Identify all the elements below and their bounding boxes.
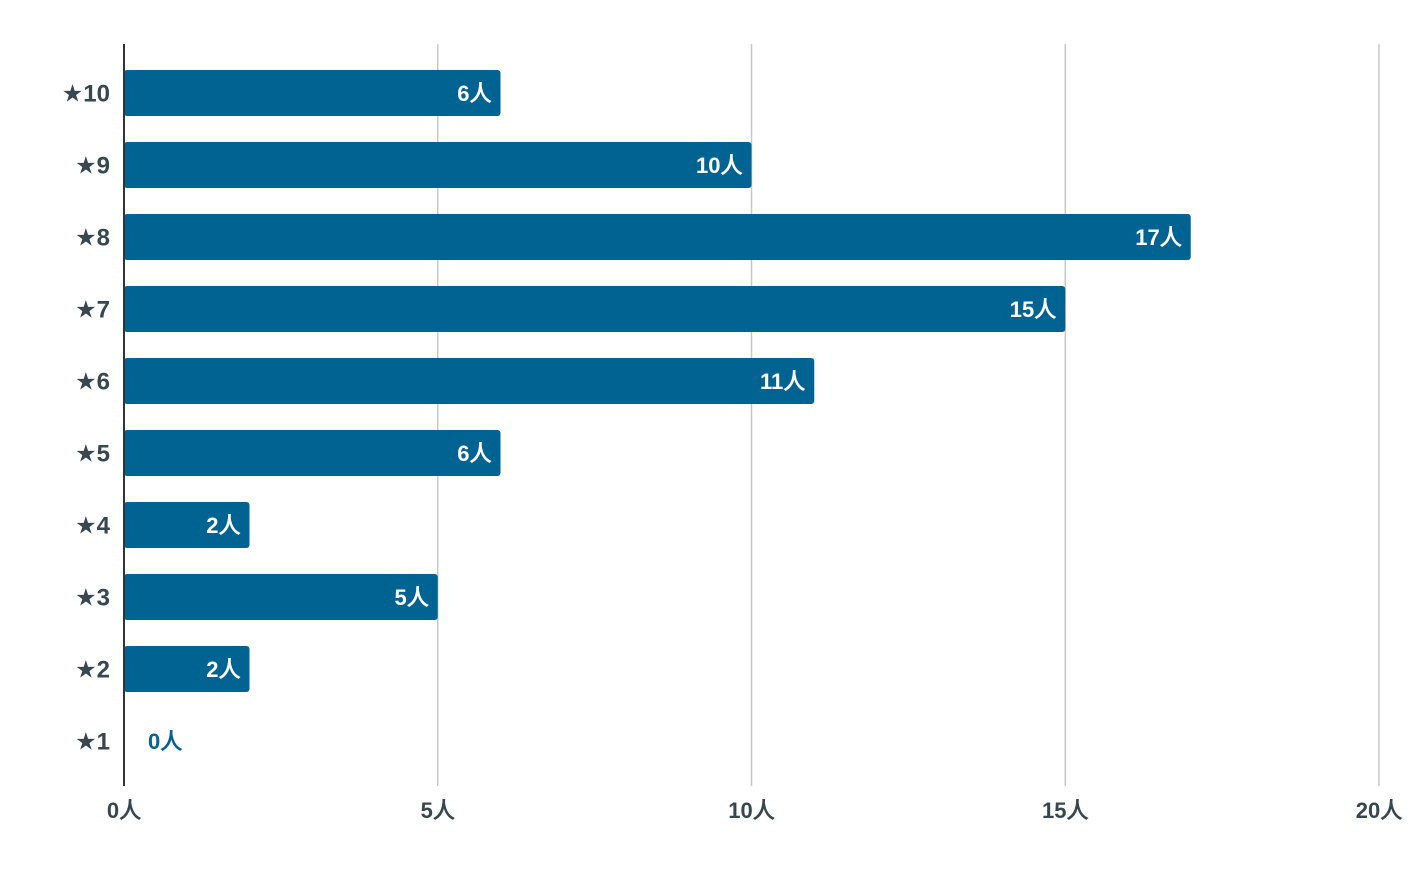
category-label-5: ★6 [75,369,110,396]
category-label-2: ★9 [75,153,110,180]
bar-7 [124,502,250,548]
bar-1 [124,70,501,116]
x-tick-label-5: 5人 [421,798,455,823]
category-label-8: ★3 [75,585,110,612]
category-label-6: ★5 [75,441,110,468]
bar-5 [124,358,815,404]
data-label-9: 2人 [206,657,240,682]
data-label-7: 2人 [206,513,240,538]
data-label-5: 11人 [760,369,805,394]
bar-9 [124,646,250,692]
category-label-1: ★10 [62,81,110,108]
category-label-7: ★4 [75,513,111,540]
bar-3 [124,214,1191,260]
data-label-10: 0人 [148,729,182,754]
category-label-10: ★1 [75,729,110,756]
data-label-6: 6人 [457,441,491,466]
data-label-2: 10人 [696,153,742,178]
data-label-8: 5人 [395,585,429,610]
category-label-9: ★2 [75,657,110,684]
bar-4 [124,286,1066,332]
x-tick-label-0: 0人 [107,798,141,823]
bars [124,70,1191,692]
data-label-1: 6人 [457,81,491,106]
bar-2 [124,142,752,188]
bar-6 [124,430,501,476]
category-labels: ★10 ★9 ★8 ★7 ★6 ★5 ★4 ★3 ★2 ★1 [62,81,111,756]
data-label-3: 17人 [1135,225,1181,250]
bar-8 [124,574,438,620]
data-label-4: 15人 [1010,297,1056,322]
x-tick-labels: 0人 5人 10人 15人 20人 [107,798,1402,823]
x-tick-label-20: 20人 [1356,798,1402,823]
category-label-4: ★7 [75,297,110,324]
category-label-3: ★8 [75,225,110,252]
data-labels: 6人 10人 17人 15人 11人 6人 2人 5人 2人 0人 [148,81,1182,754]
x-tick-label-10: 10人 [728,798,774,823]
x-tick-label-15: 15人 [1042,798,1088,823]
